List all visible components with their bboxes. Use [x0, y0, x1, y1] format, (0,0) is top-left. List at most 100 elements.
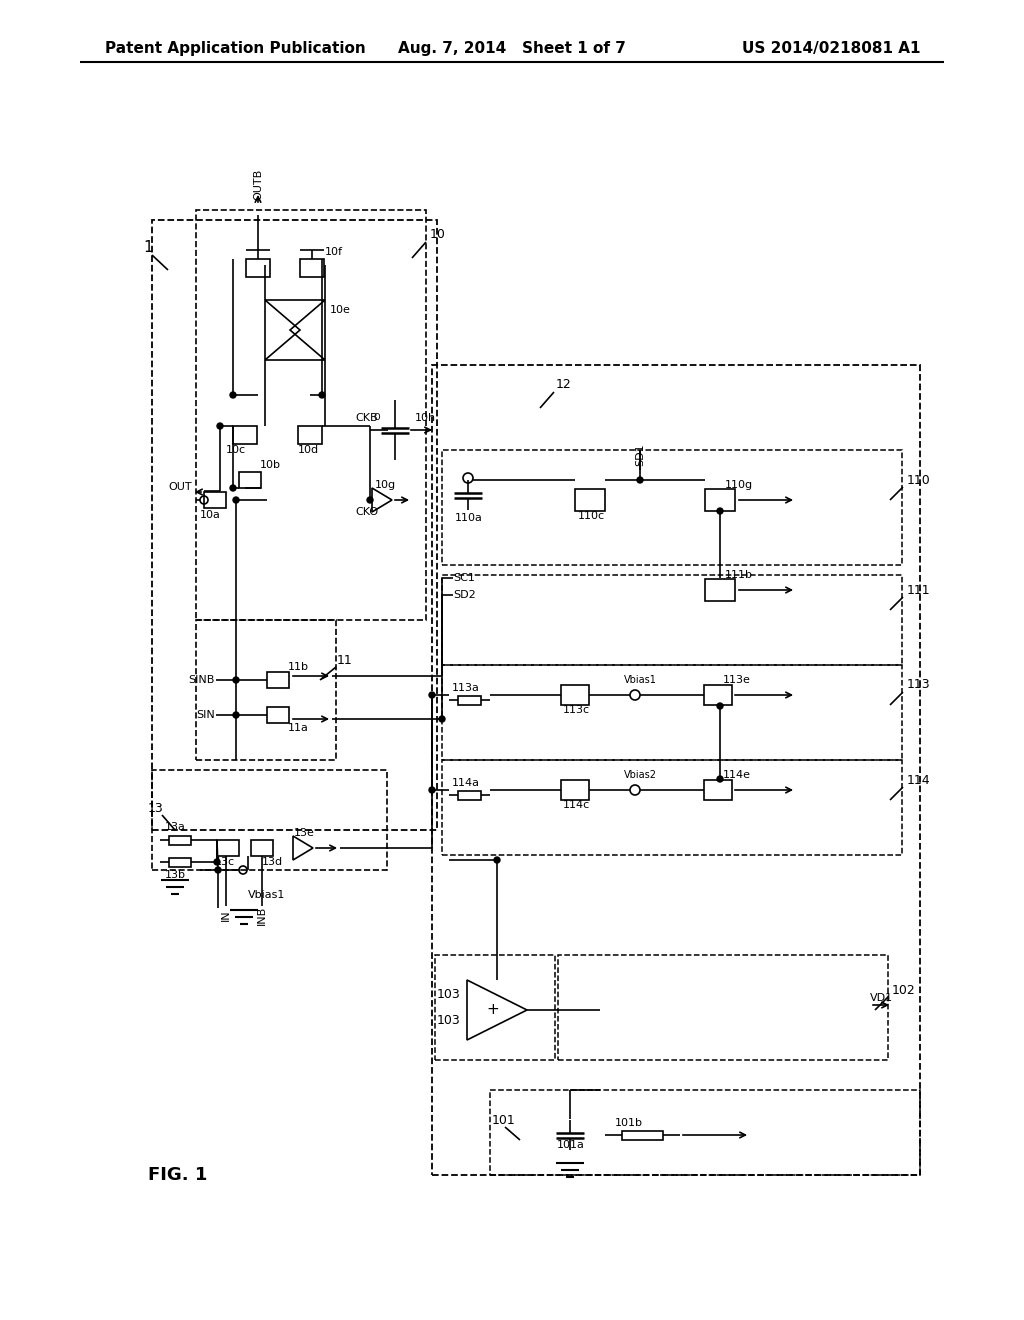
- Bar: [558, 954, 888, 1060]
- Circle shape: [439, 715, 445, 722]
- Circle shape: [217, 422, 223, 429]
- Bar: [152, 770, 387, 870]
- Bar: [442, 450, 902, 565]
- Text: 103: 103: [437, 1014, 461, 1027]
- Circle shape: [717, 508, 723, 513]
- Bar: [152, 220, 437, 830]
- Circle shape: [717, 776, 723, 781]
- Text: CKB: CKB: [355, 413, 378, 422]
- Circle shape: [233, 711, 239, 718]
- Text: 114e: 114e: [723, 770, 751, 780]
- Text: 10h: 10h: [415, 413, 436, 422]
- Text: SIN: SIN: [197, 710, 215, 719]
- Bar: [204, 492, 226, 508]
- Text: 11b: 11b: [288, 663, 309, 672]
- Text: 113a: 113a: [452, 682, 480, 693]
- Text: SD2: SD2: [453, 590, 476, 601]
- Text: 13c: 13c: [215, 857, 236, 867]
- Bar: [622, 1130, 664, 1139]
- Bar: [267, 672, 289, 688]
- Text: INB: INB: [257, 906, 267, 924]
- Bar: [442, 665, 902, 760]
- Text: O: O: [373, 413, 380, 422]
- Text: 10d: 10d: [298, 445, 319, 455]
- Circle shape: [233, 677, 239, 682]
- Text: 13e: 13e: [294, 828, 314, 838]
- Text: 101: 101: [492, 1114, 516, 1126]
- Text: 111: 111: [907, 583, 931, 597]
- Circle shape: [494, 857, 500, 863]
- Bar: [705, 488, 735, 511]
- Bar: [251, 840, 273, 855]
- Text: 13: 13: [148, 801, 164, 814]
- Bar: [458, 696, 481, 705]
- Circle shape: [214, 859, 220, 865]
- Bar: [298, 426, 322, 444]
- Text: 114: 114: [907, 774, 931, 787]
- Text: SD1: SD1: [635, 444, 645, 466]
- Text: 13a: 13a: [165, 822, 186, 832]
- Text: 11a: 11a: [288, 723, 309, 733]
- Text: CKO: CKO: [355, 507, 378, 517]
- Circle shape: [215, 867, 221, 873]
- Text: VD1: VD1: [870, 993, 893, 1003]
- Text: Vbias1: Vbias1: [624, 675, 656, 685]
- Text: 110a: 110a: [455, 513, 483, 523]
- Bar: [442, 576, 902, 665]
- Text: 110g: 110g: [725, 480, 753, 490]
- Text: 11: 11: [337, 653, 352, 667]
- Text: +: +: [486, 1002, 500, 1018]
- Text: 10g: 10g: [375, 480, 396, 490]
- Text: IN: IN: [221, 909, 231, 921]
- Bar: [233, 426, 257, 444]
- Text: 13d: 13d: [262, 857, 283, 867]
- Text: 102: 102: [892, 983, 915, 997]
- Text: 10e: 10e: [330, 305, 351, 315]
- Bar: [705, 780, 732, 800]
- Text: SC1: SC1: [453, 573, 475, 583]
- Text: 12: 12: [556, 379, 571, 392]
- Bar: [196, 210, 426, 620]
- Bar: [196, 620, 336, 760]
- Bar: [169, 836, 191, 845]
- Text: 113e: 113e: [723, 675, 751, 685]
- Circle shape: [230, 484, 236, 491]
- Text: 10a: 10a: [200, 510, 221, 520]
- Text: SINB: SINB: [188, 675, 215, 685]
- Text: 113: 113: [907, 678, 931, 692]
- Bar: [432, 366, 920, 1175]
- Circle shape: [367, 498, 373, 503]
- Text: 103: 103: [437, 989, 461, 1002]
- Text: Vbias1: Vbias1: [248, 890, 286, 900]
- Bar: [561, 685, 589, 705]
- Text: OUTB: OUTB: [253, 169, 263, 201]
- Text: 101b: 101b: [615, 1118, 643, 1129]
- Text: US 2014/0218081 A1: US 2014/0218081 A1: [741, 41, 920, 55]
- Bar: [705, 579, 735, 601]
- Circle shape: [429, 692, 435, 698]
- Bar: [575, 488, 605, 511]
- Text: 13b: 13b: [165, 870, 186, 880]
- Circle shape: [717, 704, 723, 709]
- Text: 110c: 110c: [578, 511, 605, 521]
- Bar: [169, 858, 191, 866]
- Text: 114c: 114c: [563, 800, 590, 810]
- Text: Patent Application Publication: Patent Application Publication: [105, 41, 366, 55]
- Bar: [267, 708, 289, 723]
- Text: 110: 110: [907, 474, 931, 487]
- Circle shape: [230, 392, 236, 399]
- Text: 10f: 10f: [325, 247, 343, 257]
- Bar: [435, 954, 555, 1060]
- Text: 114a: 114a: [452, 777, 480, 788]
- Circle shape: [429, 787, 435, 793]
- Bar: [239, 473, 261, 488]
- Text: 10b: 10b: [260, 459, 281, 470]
- Text: 101a: 101a: [557, 1140, 585, 1150]
- Bar: [300, 259, 324, 277]
- Text: Aug. 7, 2014   Sheet 1 of 7: Aug. 7, 2014 Sheet 1 of 7: [398, 41, 626, 55]
- Bar: [561, 780, 589, 800]
- Bar: [442, 760, 902, 855]
- Bar: [246, 259, 270, 277]
- Text: 10: 10: [430, 228, 445, 242]
- Text: 10c: 10c: [226, 445, 246, 455]
